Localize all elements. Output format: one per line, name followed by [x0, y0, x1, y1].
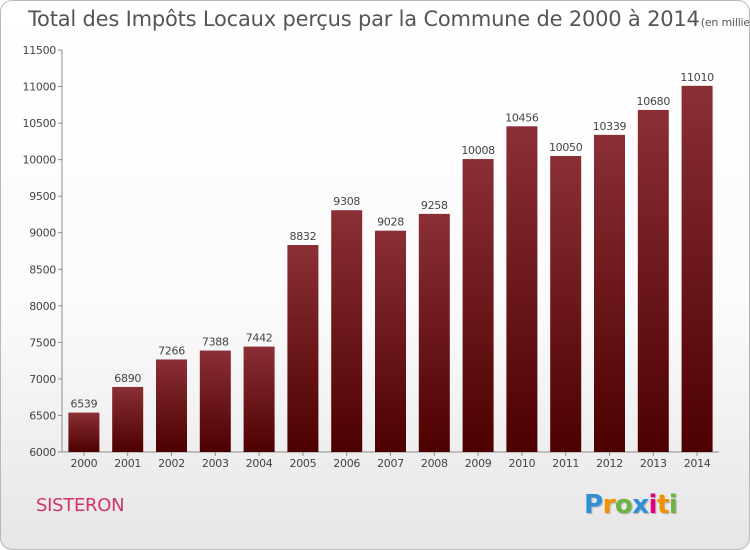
logo-letter: r	[602, 490, 616, 520]
y-axis: 6000 6500 7000 7500 8000 8500 9000 9500 10000 105…	[23, 44, 719, 459]
x-tick-label: 2002	[158, 457, 185, 470]
bar	[594, 134, 625, 452]
x-tick-label: 2006	[333, 457, 360, 470]
bar	[462, 159, 494, 452]
bar-value-label: 7388	[202, 336, 229, 349]
x-tick-label: 2000	[71, 457, 98, 470]
bar	[637, 109, 669, 453]
x-tick-label: 2007	[377, 457, 404, 470]
bar-value-label: 10456	[505, 111, 539, 124]
bar	[112, 386, 144, 452]
y-tick-label: 9000	[29, 227, 56, 240]
x-tick-label: 2005	[290, 457, 317, 470]
y-tick-label: 11500	[23, 44, 57, 57]
y-tick-label: 7000	[29, 373, 56, 386]
x-tick-label: 2001	[114, 457, 141, 470]
bar-value-label: 6539	[71, 398, 98, 411]
x-tick-label: 2004	[246, 457, 273, 470]
bar-value-label: 7266	[158, 344, 185, 357]
x-tick-label: 2011	[552, 457, 579, 470]
logo-letter: i	[648, 490, 658, 520]
x-tick-label: 2008	[421, 457, 448, 470]
bar	[68, 412, 100, 452]
bar-value-label: 9258	[421, 199, 448, 212]
bar	[418, 213, 450, 452]
logo-letter: o	[614, 490, 633, 520]
bar	[375, 230, 406, 452]
y-tick-label: 6000	[29, 446, 56, 459]
bars: 6539 2000 6890 2001 7266 2002 7388 2003 7442 2004…	[68, 71, 714, 470]
bar-value-label: 10008	[461, 144, 495, 157]
x-tick-label: 2009	[465, 457, 492, 470]
chart-title-unit: (en milliers d'€)	[700, 16, 750, 29]
logo-letter: P	[584, 490, 603, 520]
chart-title: Total des Impôts Locaux perçus par la Co…	[28, 7, 750, 31]
bar	[243, 346, 275, 452]
y-tick-label: 11000	[23, 81, 57, 94]
y-tick-label: 10500	[23, 117, 57, 130]
y-tick-label: 6500	[29, 409, 56, 422]
x-tick-label: 2013	[640, 457, 667, 470]
bar-value-label: 10339	[593, 120, 627, 133]
bar-value-label: 9308	[333, 195, 360, 208]
x-tick-label: 2010	[509, 457, 536, 470]
logo-letter: t	[656, 490, 669, 520]
logo-letter: i	[668, 490, 678, 520]
y-tick-label: 8000	[29, 300, 56, 313]
y-tick-label: 9500	[29, 190, 56, 203]
bar	[681, 85, 713, 452]
bar	[550, 155, 582, 452]
bar-value-label: 9028	[377, 216, 404, 229]
chart-title-text: Total des Impôts Locaux perçus par la Co…	[28, 7, 700, 31]
y-tick-label: 7500	[29, 336, 56, 349]
bar-value-label: 6890	[114, 372, 141, 385]
x-tick-label: 2014	[684, 457, 711, 470]
commune-name: SISTERON	[36, 495, 125, 516]
bar-value-label: 10050	[549, 141, 583, 154]
bar	[287, 245, 319, 452]
bar	[506, 126, 538, 452]
bar-value-label: 7442	[246, 332, 273, 345]
bar-value-label: 10680	[637, 95, 671, 108]
bar	[331, 210, 363, 452]
bar-value-label: 11010	[680, 71, 714, 84]
logo-letter: x	[632, 490, 649, 520]
proxiti-logo: Proxiti	[584, 490, 678, 520]
x-tick-label: 2003	[202, 457, 229, 470]
x-tick-label: 2012	[596, 457, 623, 470]
y-tick-label: 8500	[29, 263, 56, 276]
bar	[199, 350, 231, 452]
bar-value-label: 8832	[290, 230, 317, 243]
y-tick-label: 10000	[23, 154, 57, 167]
bar	[156, 359, 187, 452]
